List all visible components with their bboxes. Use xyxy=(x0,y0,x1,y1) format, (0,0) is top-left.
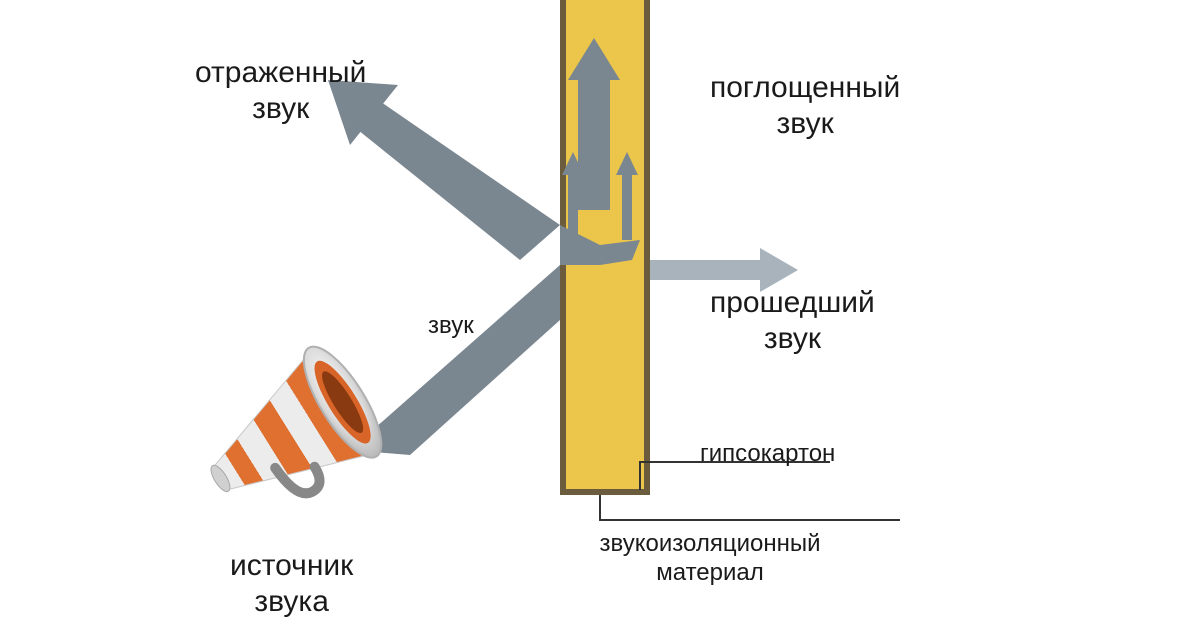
speaker-icon xyxy=(181,336,395,536)
insulation-label: звукоизоляционный материал xyxy=(570,530,850,588)
source-label: источник звука xyxy=(230,548,353,620)
insulation-callout-line xyxy=(600,495,900,520)
sound-beam-arrow xyxy=(350,265,560,455)
absorbed-label: поглощенный звук xyxy=(710,70,900,142)
transmitted-label: прошедший звук xyxy=(710,285,875,357)
sound-label: звук xyxy=(428,312,474,341)
gypsum-label: гипсокартон xyxy=(700,440,835,469)
reflected-label: отраженный звук xyxy=(195,55,366,127)
